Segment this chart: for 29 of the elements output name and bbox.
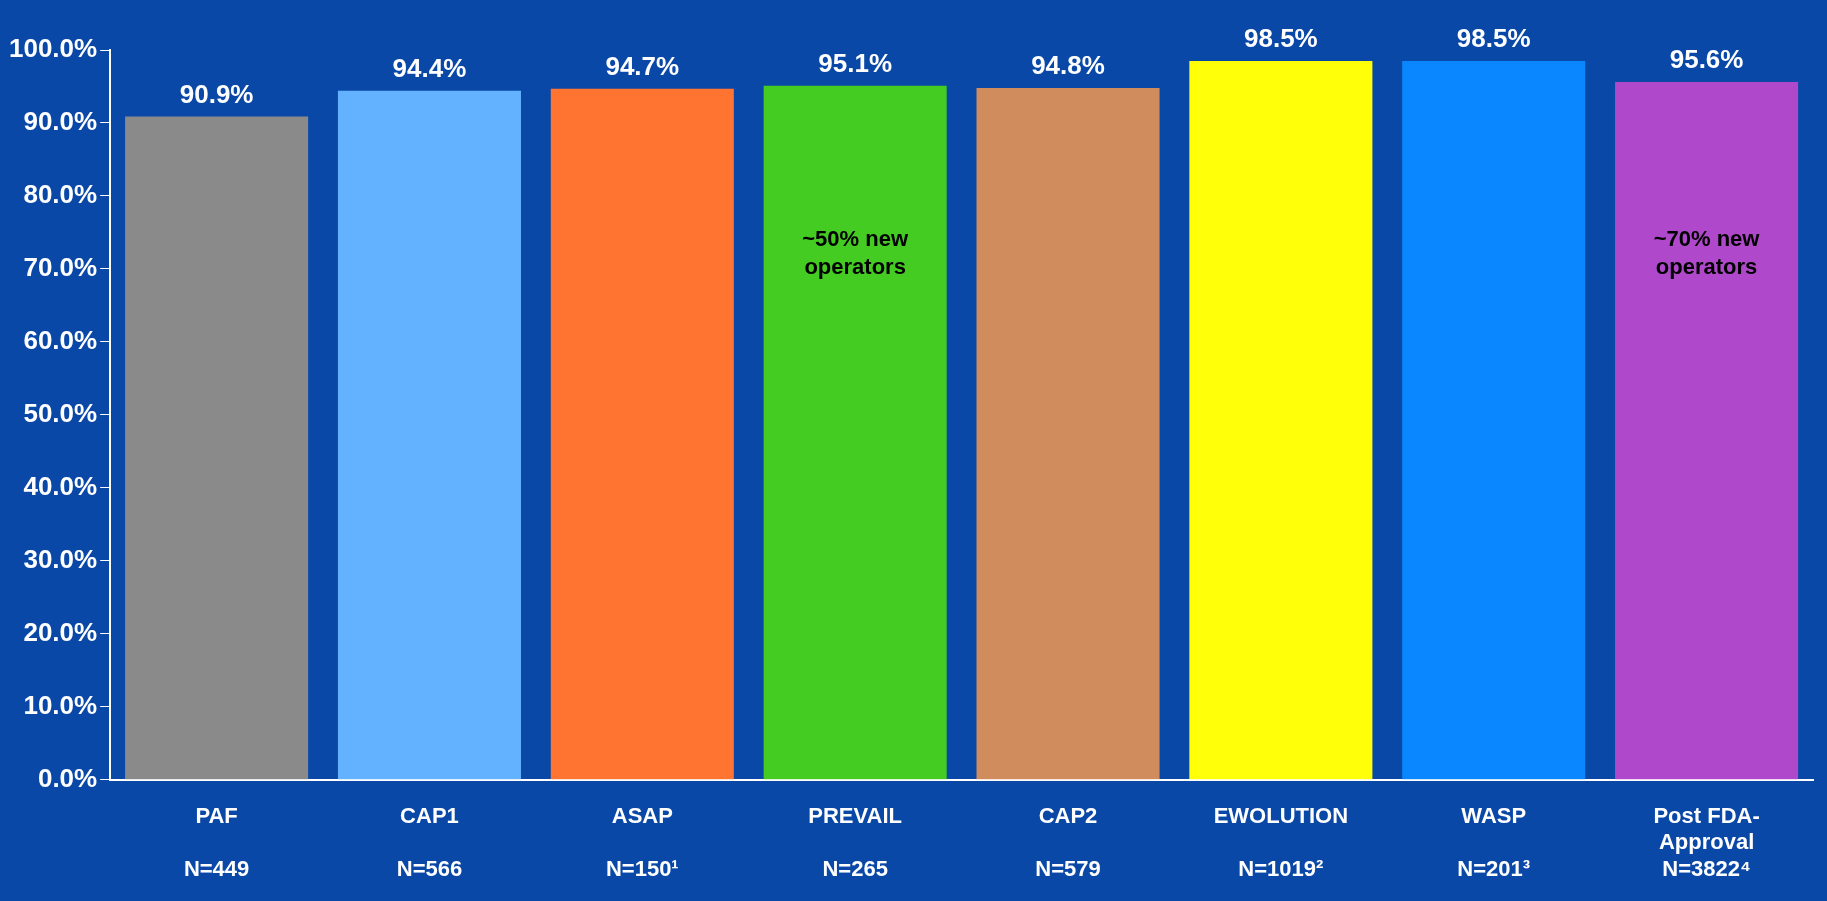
annotation: ~50% new operators: [802, 226, 909, 280]
category-label: PREVAIL N=265: [808, 803, 903, 881]
data-label: 94.4%: [392, 53, 467, 84]
data-label: 95.1%: [818, 47, 893, 78]
category-label: CAP1 N=566: [396, 803, 463, 881]
y-tick-label: 10.0%: [23, 689, 98, 720]
y-tick-label: 40.0%: [23, 471, 98, 502]
data-label: 94.8%: [1031, 50, 1105, 81]
x-tick-label: Post FDA- Approval N=3822⁴: [1653, 803, 1760, 881]
y-tick-label: 90.0%: [23, 106, 98, 137]
y-tick-label: 60.0%: [23, 325, 98, 356]
data-label: 98.5%: [1456, 23, 1531, 54]
y-tick-label: 20.0%: [23, 617, 98, 648]
y-tick-label: 0.0%: [37, 762, 98, 793]
category-label: PAF N=449: [183, 803, 250, 881]
data-label: 95.6%: [1669, 44, 1744, 75]
category-label: WASP N=201³: [1457, 803, 1531, 881]
y-tick-label: 50.0%: [23, 398, 98, 429]
y-tick-label: 30.0%: [23, 544, 98, 575]
annotation: ~70% new operators: [1653, 226, 1761, 280]
y-tick-label: 80.0%: [23, 179, 98, 210]
data-label: 98.5%: [1244, 23, 1318, 54]
data-label: 90.9%: [179, 78, 254, 109]
y-tick-label: 100.0%: [8, 33, 98, 64]
category-label: EWOLUTION N=1019²: [1213, 803, 1349, 881]
category-label: CAP2 N=579: [1035, 803, 1101, 881]
y-tick-label: 70.0%: [23, 252, 98, 283]
category-label: ASAP N=150¹: [605, 803, 679, 881]
data-label: 94.7%: [605, 50, 680, 81]
